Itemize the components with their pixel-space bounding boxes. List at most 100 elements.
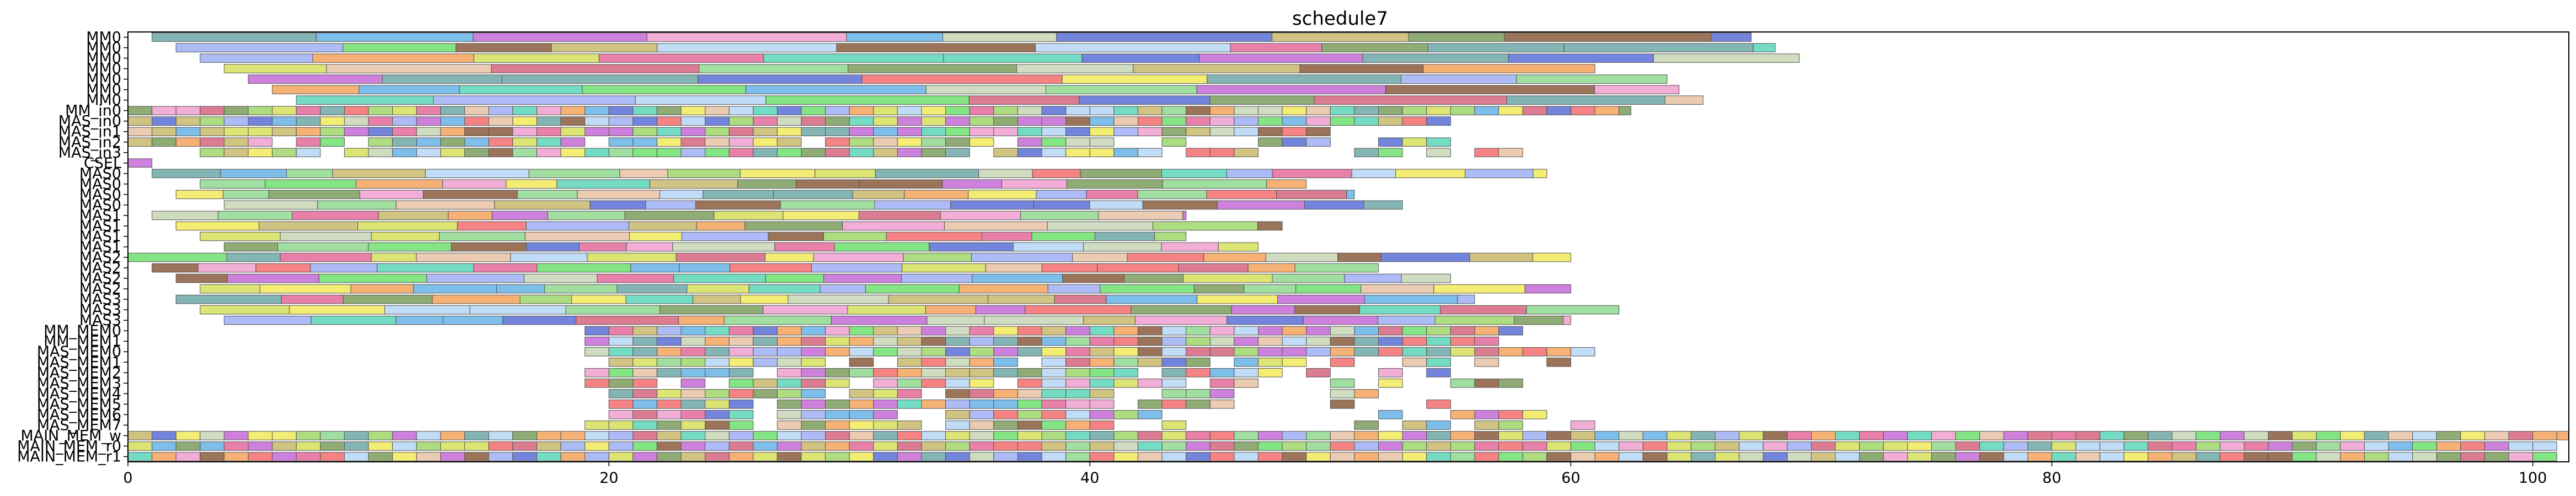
gantt-bar [993, 148, 1018, 158]
gantt-bar [861, 74, 1063, 84]
gantt-bar [1123, 273, 1183, 283]
gantt-bar [1257, 347, 1283, 357]
gantt-bar [1161, 441, 1187, 451]
gantt-bar [1594, 85, 1680, 94]
x-tick-label: 100 [2519, 470, 2547, 487]
gantt-bar [1113, 452, 1138, 461]
gantt-bar [544, 284, 618, 294]
gantt-bar [1265, 252, 1338, 262]
gantt-bar [1931, 441, 1956, 451]
gantt-bar [1017, 347, 1042, 357]
gantt-bar [200, 179, 266, 189]
gantt-bar [897, 336, 922, 346]
gantt-bar [745, 85, 926, 94]
gantt-bar [223, 137, 249, 147]
gantt-bar [633, 148, 657, 158]
gantt-bar [801, 127, 826, 137]
gantt-bar [849, 336, 874, 346]
gantt-bar [958, 284, 1048, 294]
gantt-bar [2484, 452, 2509, 461]
gantt-bar [1089, 200, 1143, 210]
gantt-bar [753, 137, 778, 147]
gantt-bar [175, 431, 201, 440]
gantt-bar [175, 294, 282, 304]
gantt-bar [598, 53, 764, 63]
gantt-bar [223, 200, 318, 210]
chart-title: schedule7 [1292, 8, 1388, 30]
gantt-bar [801, 410, 826, 419]
gantt-bar [1377, 315, 1436, 325]
gantt-bar [942, 33, 1057, 42]
gantt-bar [127, 431, 153, 440]
gantt-bar [1546, 452, 1571, 461]
gantt-bar [1474, 420, 1499, 430]
gantt-bar [1137, 357, 1163, 367]
gantt-bar [635, 95, 767, 105]
gantt-bar [737, 179, 797, 189]
gantt-bar [1378, 148, 1403, 158]
gantt-bar [874, 200, 951, 210]
gantt-bar [1161, 400, 1187, 409]
y-tick-label: MAS_MEM6 [37, 406, 121, 423]
gantt-bar [560, 127, 586, 137]
gantt-bar [783, 211, 859, 220]
gantt-bar [945, 106, 970, 115]
gantt-bar [825, 127, 850, 137]
gantt-bar [692, 294, 741, 304]
gantt-bar [1065, 137, 1090, 147]
gantt-bar [2388, 441, 2413, 451]
gantt-bar [633, 347, 657, 357]
gantt-bar [656, 357, 682, 367]
gantt-bar [268, 190, 360, 200]
gantt-bar [1330, 452, 1355, 461]
gantt-bar [1257, 127, 1283, 137]
gantt-bar [1570, 106, 1595, 115]
gantt-bar [127, 441, 153, 451]
gantt-bar [1197, 294, 1278, 304]
gantt-bar [200, 137, 224, 147]
y-tick-label: MM0 [86, 82, 121, 99]
gantt-bar [1546, 431, 1571, 440]
gantt-bar [628, 221, 697, 231]
gantt-bar [1295, 284, 1362, 294]
gantt-bar [152, 106, 176, 115]
gantt-bar [585, 452, 609, 461]
gantt-bar [740, 294, 789, 304]
x-tick-label: 40 [1080, 470, 1099, 487]
gantt-bar [1041, 347, 1067, 357]
gantt-bar [705, 410, 730, 419]
gantt-bar [1330, 336, 1355, 346]
gantt-bar [1354, 389, 1379, 398]
gantt-bar [2027, 441, 2052, 451]
gantt-bar [1533, 169, 1547, 179]
gantt-bar [1127, 252, 1204, 262]
gantt-bar [993, 420, 1018, 430]
gantt-bar [630, 263, 680, 273]
gantt-bar [368, 148, 393, 158]
gantt-bar [2003, 441, 2028, 451]
gantt-bar [1282, 116, 1307, 126]
gantt-bar [1330, 379, 1355, 388]
gantt-bar [776, 452, 802, 461]
gantt-bar [745, 221, 843, 231]
gantt-bar [921, 400, 946, 409]
gantt-bar [729, 441, 754, 451]
gantt-bar [776, 347, 802, 357]
gantt-bar [368, 106, 393, 115]
gantt-bar [1498, 420, 1523, 430]
gantt-bar [849, 137, 874, 147]
gantt-bar [945, 137, 970, 147]
gantt-bar [1619, 452, 1643, 461]
gantt-bar [1426, 326, 1451, 336]
gantt-bar [1474, 410, 1499, 419]
gantt-bar [512, 137, 537, 147]
gantt-bar [897, 368, 922, 378]
gantt-bar [332, 169, 426, 179]
gantt-bar [945, 400, 970, 409]
gantt-bar [1330, 106, 1355, 115]
gantt-bar [825, 106, 850, 115]
gantt-bar [1306, 441, 1331, 451]
gantt-bar [1065, 336, 1090, 346]
gantt-bar [585, 441, 609, 451]
gantt-bar [1498, 106, 1523, 115]
